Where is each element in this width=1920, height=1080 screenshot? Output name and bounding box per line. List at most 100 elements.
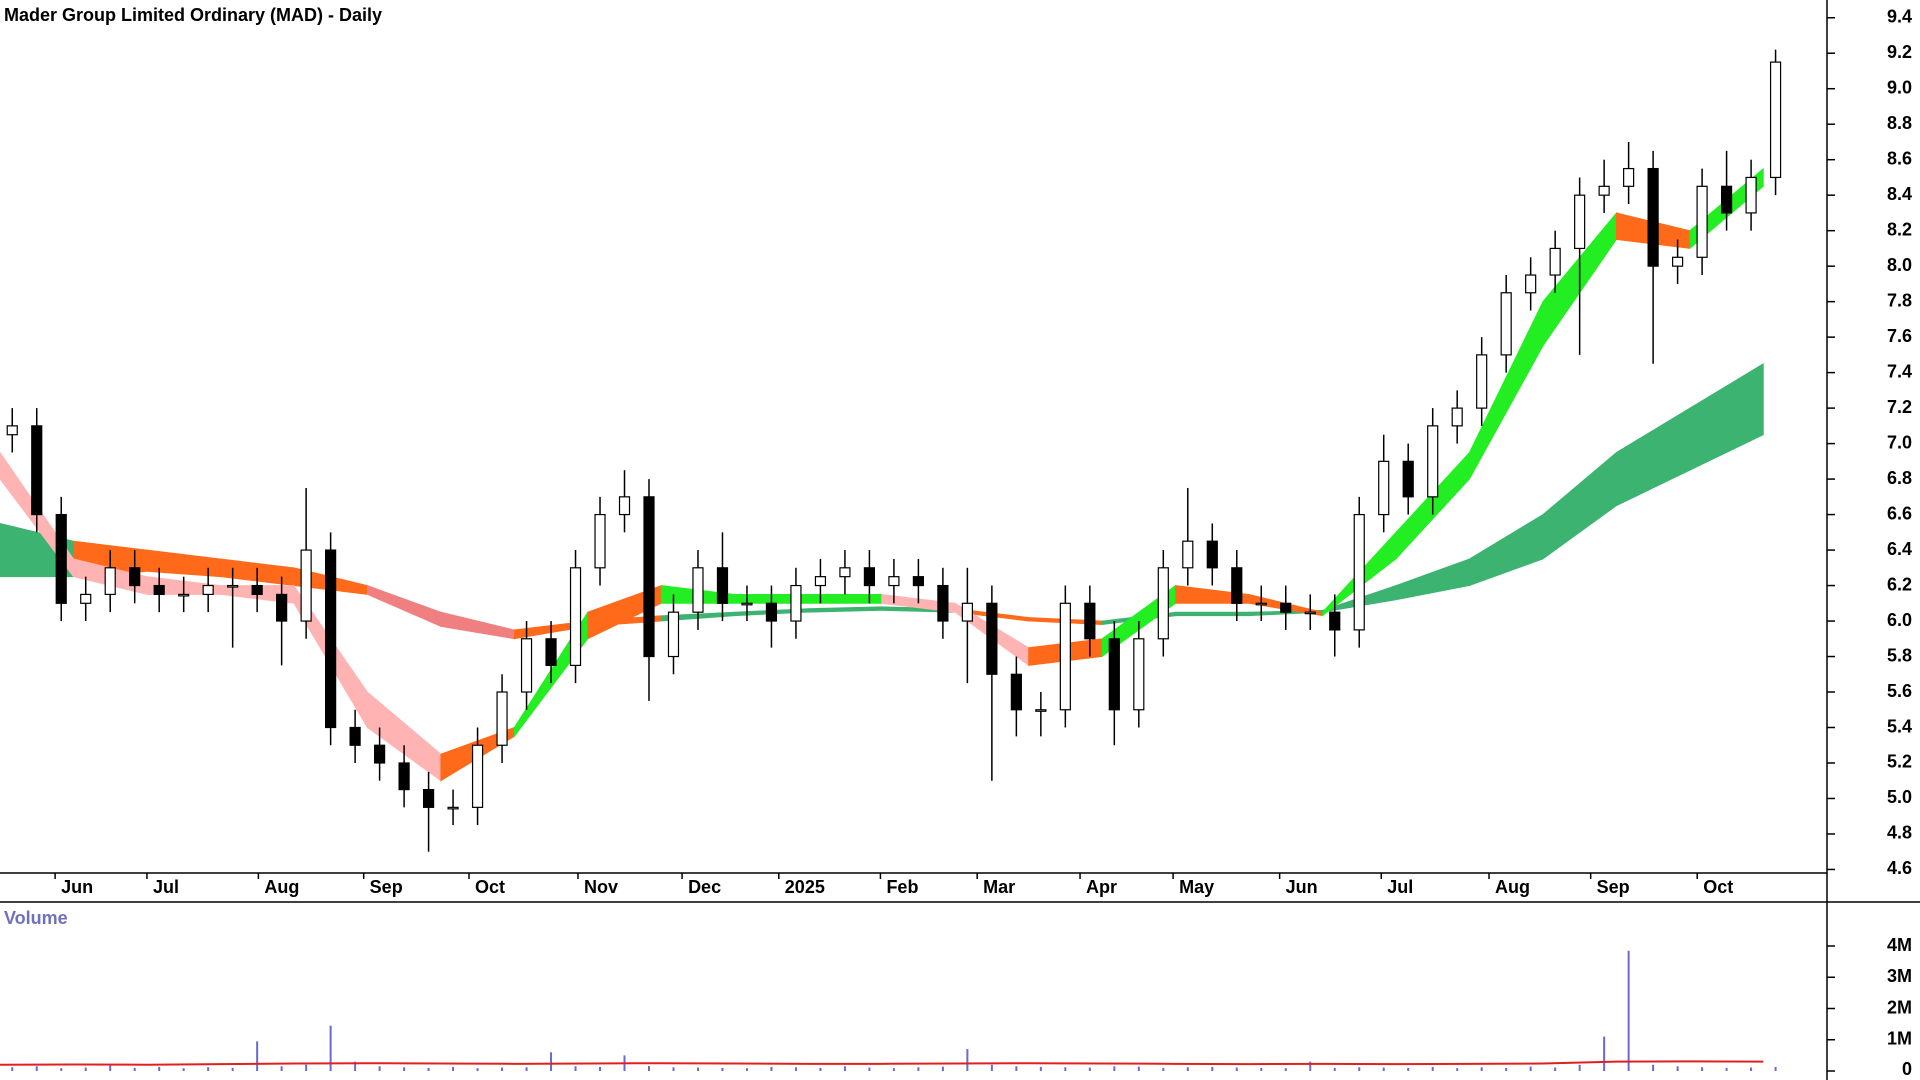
candle-body [1500,292,1512,356]
candle-body [814,576,827,587]
candle-body [1720,185,1733,214]
y-tick-label: 9.0 [1887,77,1912,97]
y-tick-label: 6.8 [1887,468,1912,488]
candle-body [839,567,851,578]
x-tick-label: 2025 [785,877,825,897]
candle-body [1745,176,1757,214]
candle-body [129,567,141,587]
candle-body [667,611,680,658]
y-tick-label: 7.6 [1887,326,1912,346]
y-tick-label: 8.8 [1887,113,1912,133]
volume-average [0,1060,1764,1066]
volume-tick-label: 4M [1887,935,1912,955]
volume-tick-label: 1M [1887,1029,1912,1049]
y-tick-label: 5.8 [1887,645,1912,665]
y-tick-label: 7.4 [1887,361,1912,381]
candle-body [545,638,557,666]
candle-body [692,567,704,613]
candle-body [55,513,67,604]
candle-body [227,584,239,588]
candle-body [569,567,582,666]
y-tick-label: 8.4 [1887,184,1912,204]
ribbon-segment [1175,611,1250,617]
candle-body [618,496,631,516]
x-tick-label: Sep [370,877,403,897]
x-tick-label: Sep [1597,877,1630,897]
candle-body [1427,425,1439,498]
x-tick-label: May [1179,877,1214,897]
x-tick-label: Jul [1387,877,1413,897]
candle-body [325,549,337,729]
candle-body [716,567,729,604]
candle-body [1353,513,1365,631]
x-tick-label: Jun [61,877,93,897]
candle-body [1231,567,1243,604]
x-tick-label: Jun [1286,877,1318,897]
candle-body [1182,540,1194,569]
candle-body [1647,167,1659,267]
candle-body [251,584,263,596]
candle-body [1623,167,1635,187]
volume-tick-label: 3M [1887,966,1912,986]
candle-body [961,602,973,622]
candle-body [471,744,484,808]
volume-tick-label: 0 [1902,1059,1912,1079]
candle-body [1157,567,1169,640]
candle-body [1451,407,1463,427]
y-tick-label: 5.0 [1887,787,1912,807]
candle-body [422,789,435,808]
candle-body [1329,611,1341,631]
y-tick-label: 8.2 [1887,219,1912,239]
candle-body [300,549,312,622]
candle-body [863,567,876,587]
candle-body [1598,185,1610,196]
candle-body [202,584,214,596]
volume-panel [0,950,1777,1071]
y-tick-label: 5.4 [1887,716,1912,736]
candle-body [520,638,533,693]
candle-body [1304,611,1316,615]
axes: 4.6 4.8 5.0 5.2 5.4 5.6 5.8 6.0 6.2 6.4 6.6 6.8 7.0 7… [54,6,1912,1079]
candle-body [741,602,753,606]
candle-body [912,576,924,587]
x-tick-label: Jul [153,877,179,897]
ribbon-segment [807,594,883,604]
candle-body [447,806,459,810]
candle-body [765,602,778,622]
y-tick-label: 4.6 [1887,858,1912,878]
candle-body [1476,354,1488,409]
ribbon-segment [1689,363,1764,471]
candle-body [790,584,802,622]
candle-body [6,425,18,436]
y-tick-label: 4.8 [1887,823,1912,843]
candle-body [349,726,361,746]
candle-body [1672,256,1684,267]
chart-title: Mader Group Limited Ordinary (MAD) - Dai… [4,5,382,25]
y-tick-label: 9.4 [1887,6,1912,26]
candle-body [1059,602,1071,711]
x-tick-label: Oct [1703,877,1733,897]
candle-body [1769,61,1782,179]
candle-body [986,602,998,675]
candle-body [888,576,900,587]
candle-body [153,584,165,596]
candle-body [1206,540,1218,569]
candle-body [1696,185,1708,258]
y-tick-label: 8.0 [1887,255,1912,275]
x-tick-label: Aug [264,877,299,897]
candle-body [1084,602,1096,640]
candle-body [1133,638,1145,711]
candle-body [937,584,949,622]
y-tick-label: 7.8 [1887,290,1912,310]
x-tick-label: Oct [475,877,505,897]
y-tick-label: 6.0 [1887,610,1912,630]
candle-body [178,593,190,597]
candle-body [1280,602,1292,613]
candle-body [1549,247,1561,276]
candle-body [1255,602,1267,606]
candle-body [31,425,43,516]
candle-body [1108,638,1120,711]
candle-body [104,567,116,596]
